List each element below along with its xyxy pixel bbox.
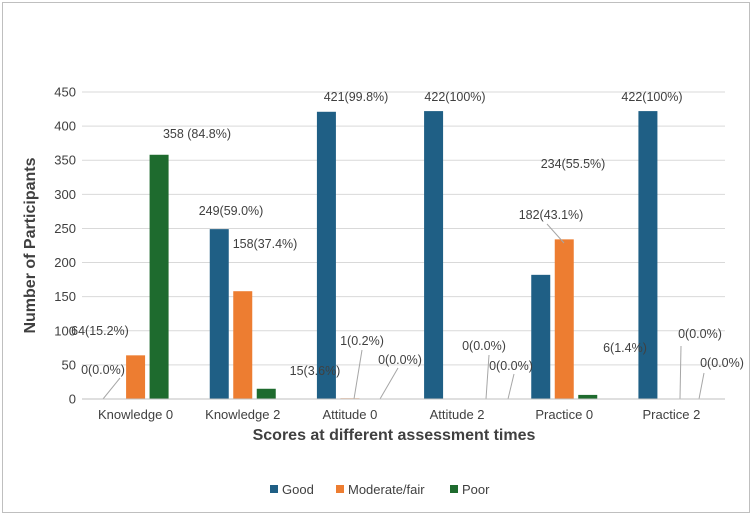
x-tick-label: Practice 0 [535, 407, 593, 422]
data-label: 64(15.2%) [71, 324, 129, 338]
data-label: 158(37.4%) [233, 237, 298, 251]
bar [126, 355, 146, 399]
legend-entry: Moderate/fair [348, 482, 425, 497]
data-label: 0(0.0%) [81, 363, 125, 377]
legend-entry: Good [282, 482, 314, 497]
data-label: 421(99.8%) [324, 90, 389, 104]
data-label: 249(59.0%) [199, 204, 264, 218]
data-label: 422(100%) [424, 90, 485, 104]
bar [638, 111, 658, 399]
x-tick-label: Attitude 0 [322, 407, 377, 422]
y-tick-label: 50 [62, 357, 76, 372]
data-label: 0(0.0%) [462, 339, 506, 353]
leader-line [485, 354, 490, 400]
data-label: 6(1.4%) [603, 341, 647, 355]
y-tick-label: 350 [54, 153, 76, 168]
x-tick-label: Attitude 2 [430, 407, 485, 422]
data-label: 422(100%) [621, 90, 682, 104]
bar [554, 239, 574, 399]
legend-swatch [450, 485, 458, 493]
leader-line [546, 223, 565, 244]
leader-line [379, 367, 399, 400]
data-label: 0(0.0%) [378, 353, 422, 367]
x-axis-title: Scores at different assessment times [253, 427, 536, 444]
y-axis-title: Number of Participants [22, 157, 39, 333]
bar [149, 154, 169, 399]
y-tick-label: 250 [54, 221, 76, 236]
gridlines [82, 91, 725, 366]
y-tick-label: 100 [54, 323, 76, 338]
data-label: 0(0.0%) [489, 359, 533, 373]
y-tick-label: 300 [54, 187, 76, 202]
legend: Good Moderate/fair Poor [270, 482, 490, 497]
legend-swatch [336, 485, 344, 493]
x-tick-label: Practice 2 [643, 407, 701, 422]
data-label: 1(0.2%) [340, 334, 384, 348]
data-label: 182(43.1%) [519, 208, 584, 222]
y-tick-label: 0 [69, 392, 76, 407]
y-axis-ticks: 0 50 100 150 200 250 300 350 400 450 [54, 85, 76, 407]
legend-swatch [270, 485, 278, 493]
x-tick-label: Knowledge 2 [205, 407, 280, 422]
y-tick-label: 400 [54, 119, 76, 134]
bars [126, 111, 658, 399]
data-label: 0(0.0%) [700, 356, 744, 370]
leader-line [102, 377, 121, 400]
y-tick-label: 450 [54, 85, 76, 100]
bar [256, 388, 276, 399]
data-label: 0(0.0%) [678, 327, 722, 341]
leader-line [679, 345, 682, 400]
x-axis-ticks: Knowledge 0 Knowledge 2 Attitude 0 Attitude… [98, 407, 700, 422]
data-label: 234(55.5%) [541, 157, 606, 171]
label-leader-lines [102, 223, 705, 400]
data-labels: 0(0.0%) 64(15.2%) 358 (84.8%) 249(59.0%) 158… [71, 90, 744, 378]
bar [578, 394, 598, 399]
bar [209, 229, 229, 399]
data-label: 15(3.6%) [290, 364, 341, 378]
leader-line [698, 372, 705, 400]
bar [531, 274, 551, 399]
y-tick-label: 150 [54, 289, 76, 304]
bar [233, 291, 253, 399]
bar [424, 111, 444, 399]
data-label: 358 (84.8%) [163, 127, 231, 141]
bar [316, 111, 336, 399]
legend-entry: Poor [462, 482, 490, 497]
y-tick-label: 200 [54, 255, 76, 270]
leader-line [507, 373, 515, 400]
x-tick-label: Knowledge 0 [98, 407, 173, 422]
leader-line [353, 349, 363, 400]
